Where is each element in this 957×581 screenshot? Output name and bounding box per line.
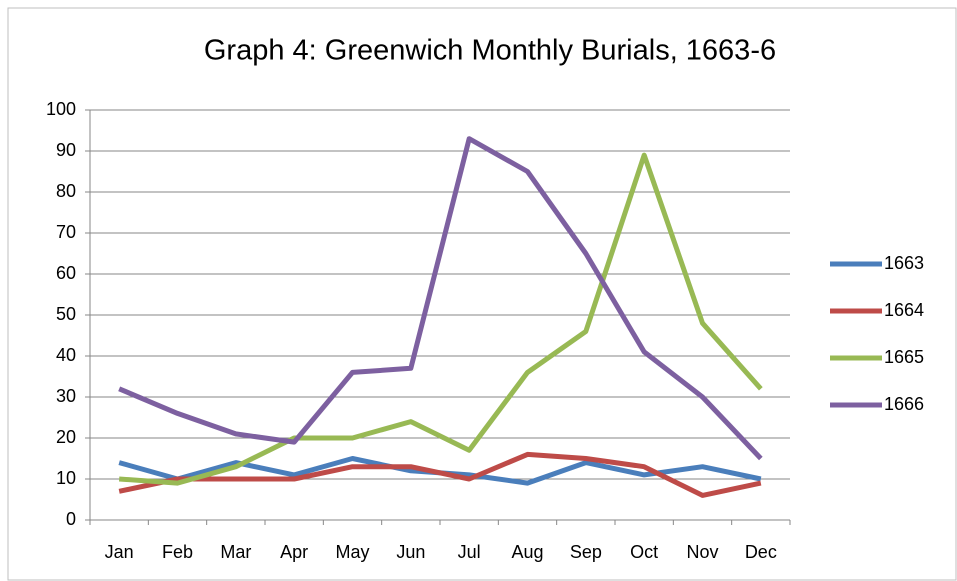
- legend-label: 1666: [884, 394, 924, 414]
- y-tick-label: 30: [56, 386, 76, 406]
- x-tick-label: Jan: [105, 542, 134, 562]
- y-tick-label: 10: [56, 468, 76, 488]
- y-tick-label: 50: [56, 304, 76, 324]
- y-tick-label: 40: [56, 345, 76, 365]
- y-tick-label: 0: [66, 509, 76, 529]
- x-tick-label: Feb: [162, 542, 193, 562]
- series-line: [118, 451, 762, 498]
- x-tick-label: Dec: [745, 542, 777, 562]
- x-tick-label: Jul: [458, 542, 481, 562]
- x-tick-label: Mar: [220, 542, 251, 562]
- y-tick-label: 60: [56, 263, 76, 283]
- x-tick-label: Aug: [511, 542, 543, 562]
- legend-label: 1665: [884, 347, 924, 367]
- legend-label: 1664: [884, 300, 924, 320]
- chart-title: Graph 4: Greenwich Monthly Burials, 1663…: [204, 35, 776, 67]
- y-tick-label: 20: [56, 427, 76, 447]
- series-line: [118, 136, 763, 461]
- y-tick-label: 100: [46, 99, 76, 119]
- x-tick-label: Jun: [396, 542, 425, 562]
- legend-label: 1663: [884, 253, 924, 273]
- y-tick-label: 90: [56, 140, 76, 160]
- y-tick-label: 70: [56, 222, 76, 242]
- x-tick-label: Oct: [630, 542, 658, 562]
- x-tick-label: Nov: [686, 542, 718, 562]
- x-tick-label: May: [335, 542, 369, 562]
- series-line: [118, 152, 763, 486]
- chart-frame: [7, 7, 957, 581]
- x-tick-label: Sep: [570, 542, 602, 562]
- x-tick-label: Apr: [280, 542, 308, 562]
- y-tick-label: 80: [56, 181, 76, 201]
